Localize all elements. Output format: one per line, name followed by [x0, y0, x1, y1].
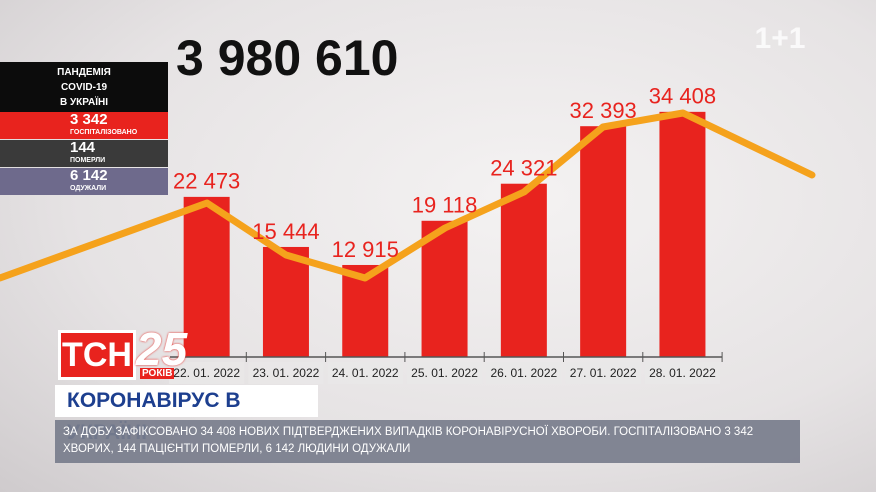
- value-label: 12 915: [332, 237, 399, 262]
- x-label-bg: [486, 362, 562, 384]
- ticker: ЗА ДОБУ ЗАФІКСОВАНО 34 408 НОВИХ ПІДТВЕР…: [55, 420, 800, 463]
- x-tick-label: 25. 01. 2022: [411, 366, 478, 380]
- channel-logo: ТСН: [58, 330, 136, 380]
- x-label-bg: [406, 362, 483, 384]
- x-tick-label: 23. 01. 2022: [253, 366, 320, 380]
- stat: 144 ПОМЕРЛИ: [0, 140, 168, 167]
- x-tick-label: 26. 01. 2022: [490, 366, 557, 380]
- x-label-bg: [327, 362, 403, 384]
- value-label: 32 393: [570, 98, 637, 123]
- panel-title-line: В УКРАЇНІ: [59, 97, 109, 108]
- corner-logo: 1+1: [755, 22, 806, 55]
- anniversary-years: РОКІВ: [140, 368, 175, 379]
- bar: [262, 246, 309, 357]
- anniversary: 25: [136, 323, 188, 375]
- bar: [580, 126, 627, 357]
- value-label: 24 321: [490, 156, 557, 181]
- total: 3 980 610: [176, 30, 398, 86]
- stat-label: ГОСПІТАЛІЗОВАНО: [70, 129, 138, 136]
- value-label: 19 118: [412, 193, 478, 218]
- stat-value: 3 342: [70, 111, 108, 128]
- x-tick-label: 28. 01. 2022: [649, 366, 716, 380]
- panel-title-line: ПАНДЕМІЯ: [57, 67, 111, 78]
- x-label-bg: [248, 362, 324, 384]
- x-tick-label: 27. 01. 2022: [570, 366, 637, 380]
- stat-value: 6 142: [70, 167, 108, 184]
- bar: [183, 196, 230, 357]
- x-label-bg: [565, 362, 641, 384]
- value-label: 34 408: [649, 84, 716, 109]
- x-label-bg: [644, 362, 721, 384]
- stat-label: ПОМЕРЛИ: [70, 157, 106, 164]
- value-label: 15 444: [252, 219, 319, 244]
- stat: 3 342 ГОСПІТАЛІЗОВАНО: [0, 112, 168, 139]
- x-tick-label: 24. 01. 2022: [332, 366, 399, 380]
- headline: КОРОНАВІРУС В УКРАЇНІ: [55, 385, 318, 444]
- bar: [500, 183, 547, 357]
- panel-title: ПАНДЕМІЯ COVID-19 В УКРАЇНІ: [0, 62, 168, 112]
- bar: [659, 111, 706, 357]
- stat-value: 144: [70, 139, 96, 156]
- trend-line: [0, 109, 816, 282]
- x-label-bg: [169, 362, 245, 384]
- stat-label: ОДУЖАЛИ: [70, 185, 107, 192]
- value-label: 22 473: [173, 169, 240, 194]
- stat: 6 142 ОДУЖАЛИ: [0, 168, 168, 195]
- bar: [421, 220, 468, 357]
- x-tick-label: 22. 01. 2022: [173, 366, 240, 380]
- panel-title-line: COVID-19: [60, 82, 108, 93]
